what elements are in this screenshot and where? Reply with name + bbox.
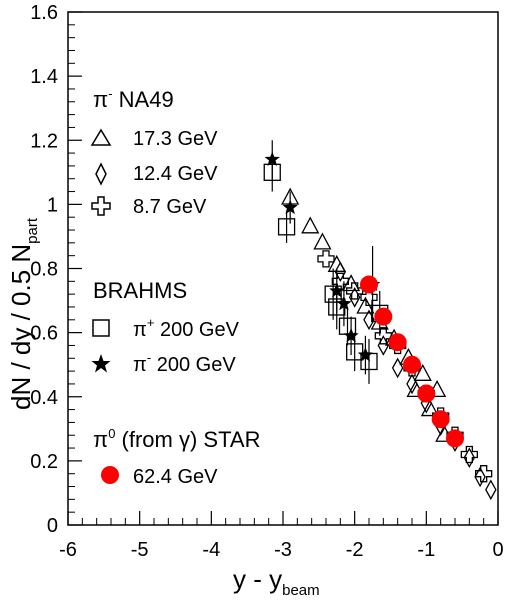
legend: π- NA49 17.3 GeV 12.4 GeV 8.7 GeV BRAHMS… [90,86,260,488]
legend-group-na49: π- NA49 [93,86,174,112]
data-point-circle [403,355,421,374]
y-tick-label: 0.8 [30,259,58,281]
cross-marker-icon [91,196,111,216]
data-point-square [346,343,364,361]
data-point-circle [388,333,407,352]
legend-group-brahms: BRAHMS [93,278,187,303]
error-bars [271,140,381,384]
data-point-star [343,327,359,343]
square-marker-icon [92,319,110,337]
legend-group-star: π0 (from γ) STAR [93,426,260,452]
data-point-cross [460,445,478,464]
legend-label: 8.7 GeV [133,196,207,218]
x-tick-label: -6 [59,539,77,561]
data-point-star [329,282,345,298]
x-axis-title: y - ybeam [233,564,320,599]
data-point-circle [374,307,393,326]
data-point-square [277,218,296,236]
star-marker-icon [91,354,111,373]
data-point-cross [374,327,392,345]
data-point-diamond [463,447,476,469]
x-tick-label: 0 [492,539,503,561]
data-point-diamond [406,373,418,395]
y-tick-label: 1.6 [30,2,58,24]
legend-entry-brahms-pip: π+ 200 GeV [92,315,240,341]
data-point-circle [417,384,436,403]
data-point-star [264,151,280,166]
data-point-cross [317,250,335,268]
data-point-diamond [334,261,347,283]
data-point-square [324,285,342,303]
diamond-marker-icon [95,162,107,186]
x-tick-label: -3 [274,539,292,561]
data-point-square [263,163,281,181]
data-point-circle [446,429,464,448]
data-point-cross [346,282,364,300]
axis-ticks: -6 -5 -4 -3 -2 -1 0 0 0.2 0.4 0.6 0.8 1 1.2 1.4 1.6 [30,2,503,561]
legend-label: 62.4 GeV [133,466,218,488]
data-point-circle [360,275,378,294]
legend-label: 17.3 GeV [133,128,218,150]
x-tick-label: -1 [417,539,435,561]
data-point-diamond [474,466,486,488]
data-point-triangle [420,399,440,417]
data-markers [263,151,497,501]
legend-entry-na49-87: 8.7 GeV [91,196,207,218]
y-tick-label: 0.2 [30,451,58,473]
x-tick-label: -5 [131,539,149,561]
x-tick-label: -4 [202,539,220,561]
triangle-marker-icon [90,128,112,146]
data-point-circle [431,410,450,429]
y-tick-label: 0 [47,515,58,537]
legend-entry-star-624: 62.4 GeV [101,466,218,488]
data-point-star [357,347,373,362]
data-point-triangle [313,232,332,250]
circle-marker-icon [101,466,119,484]
legend-label: π+ 200 GeV [133,315,240,341]
y-tick-label: 0.6 [30,323,58,345]
x-tick-label: -2 [346,539,364,561]
legend-label: π- 200 GeV [133,350,236,376]
data-point-diamond [391,357,404,379]
data-point-cross [475,465,493,483]
y-tick-label: 0.4 [30,387,58,409]
y-tick-label: 1.4 [30,66,58,88]
legend-entry-brahms-pim: π- 200 GeV [91,350,236,376]
y-tick-label: 1.2 [30,130,58,152]
data-point-star [336,295,352,311]
data-point-triangle [301,216,320,234]
data-point-diamond [485,479,497,501]
legend-entry-na49-124: 12.4 GeV [95,162,218,186]
legend-label: 12.4 GeV [133,163,218,185]
y-tick-label: 1 [47,194,58,216]
y-axis-title: dN / dy / 0.5 Npart [6,217,41,410]
data-point-triangle [413,363,432,381]
legend-entry-na49-173: 17.3 GeV [90,128,218,150]
data-point-star [282,199,298,215]
